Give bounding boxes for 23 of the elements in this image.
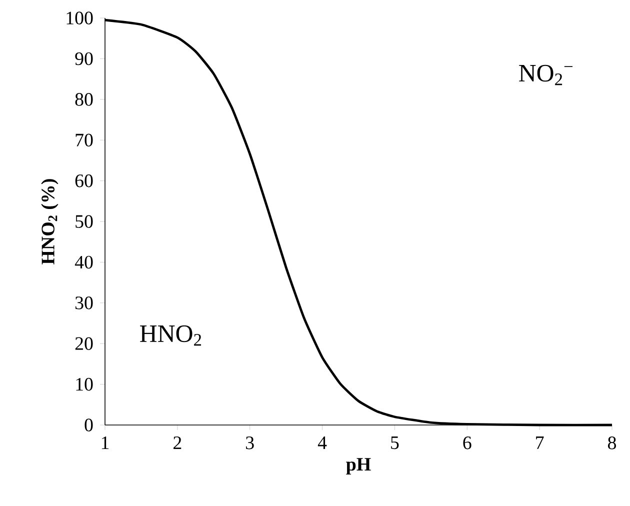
x-tick-label: 7 <box>536 436 544 449</box>
y-tick-label: 100 <box>66 12 93 24</box>
x-tick-label: 8 <box>608 436 616 450</box>
x-tick-label: 5 <box>391 436 399 450</box>
y-tick-label: 60 <box>75 174 93 188</box>
y-tick-label: 10 <box>76 378 93 391</box>
y-tick-label: 70 <box>76 134 93 146</box>
y-tick-label: 20 <box>75 337 93 350</box>
y-tick-label: 0 <box>84 418 93 432</box>
x-tick-label: 1 <box>102 436 109 450</box>
y-tick-label: 30 <box>75 296 93 310</box>
y-tick-label: 50 <box>76 215 93 228</box>
annotation: HNO$_{2}$ <box>140 325 202 346</box>
y-tick-label: 80 <box>75 93 93 106</box>
annotation: NO$_{2}$− <box>519 64 572 86</box>
y-tick-label: 90 <box>75 52 93 66</box>
x-tick-label: 2 <box>174 436 182 450</box>
text: HNO$_{2}$ (%) <box>41 179 58 264</box>
x-axis-title: pH <box>346 458 371 475</box>
x-tick-label: 6 <box>463 436 472 450</box>
y-tick-label: 40 <box>74 256 93 269</box>
x-tick-label: 4 <box>318 436 327 449</box>
x-tick-label: 3 <box>246 436 254 450</box>
